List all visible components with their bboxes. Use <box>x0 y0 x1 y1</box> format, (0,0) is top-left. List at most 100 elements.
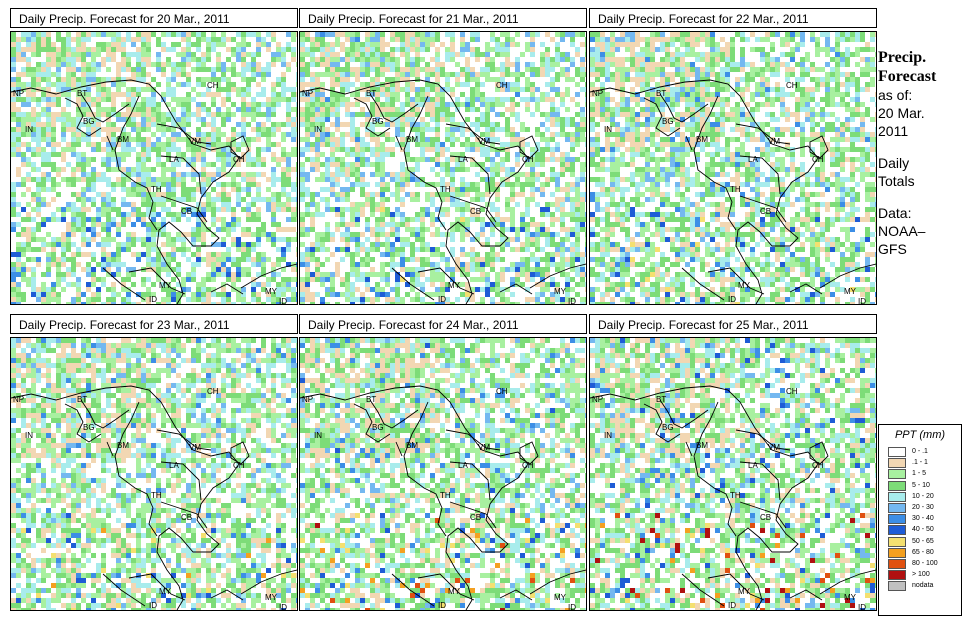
country-label: NP <box>592 395 603 404</box>
country-label: BT <box>366 89 376 98</box>
border-line <box>529 569 586 595</box>
country-label: IN <box>604 125 612 134</box>
country-label: MY <box>738 281 751 290</box>
border-line <box>114 401 158 537</box>
border-line <box>230 135 250 159</box>
panel-title: Daily Precip. Forecast for 21 Mar., 2011 <box>299 8 587 28</box>
precip-map: NP BT BG IN BM CH VM LA TH CB CH MY ID MY ID <box>589 337 877 611</box>
country-label: LA <box>458 155 468 164</box>
country-label: CB <box>470 207 481 216</box>
border-line <box>102 267 146 301</box>
country-label: CH <box>233 461 245 470</box>
country-label: TH <box>440 491 451 500</box>
legend-entry: 65 - 80 <box>879 547 961 559</box>
border-line <box>659 399 709 429</box>
country-label: TH <box>730 185 741 194</box>
country-label: LA <box>458 461 468 470</box>
side-daily-2: Totals <box>878 173 915 189</box>
country-label: VM <box>189 137 201 146</box>
legend-label: 65 - 80 <box>912 548 934 556</box>
country-label: CB <box>760 207 771 216</box>
country-label: VM <box>768 443 780 452</box>
country-label: BG <box>83 423 95 432</box>
panel-4: Daily Precip. Forecast for 23 Mar., 2011… <box>10 314 298 611</box>
border-line <box>11 79 240 304</box>
country-label: MY <box>448 587 461 596</box>
country-label: LA <box>169 461 179 470</box>
border-line <box>739 501 787 529</box>
country-label: BG <box>662 423 674 432</box>
border-line <box>735 123 791 145</box>
legend-label: 20 - 30 <box>912 503 934 511</box>
country-label: ID <box>438 601 446 610</box>
legend-rows: 0 - .1 .1 - 1 1 - 5 5 - 10 10 - 20 20 - 30 30 … <box>879 447 961 592</box>
border-line <box>403 95 447 231</box>
border-line <box>128 267 186 295</box>
border-line <box>369 399 419 429</box>
legend-entry: > 100 <box>879 570 961 581</box>
legend-entry: 40 - 50 <box>879 525 961 536</box>
border-line <box>160 461 202 501</box>
country-label: ID <box>568 603 576 610</box>
border-line <box>353 403 391 443</box>
country-label: BM <box>696 135 708 144</box>
country-label: ID <box>279 297 287 304</box>
legend-swatch <box>888 514 906 525</box>
border-line <box>789 589 823 601</box>
border-line <box>739 155 781 195</box>
border-line <box>230 441 250 465</box>
country-label: TH <box>440 185 451 194</box>
country-label: MY <box>554 287 567 296</box>
precip-grid <box>11 32 297 304</box>
border-line <box>499 283 533 295</box>
border-line <box>80 399 130 429</box>
country-label: ID <box>149 601 157 610</box>
legend-entry: 0 - .1 <box>879 447 961 458</box>
country-label: NP <box>302 395 313 404</box>
country-label: MY <box>738 587 751 596</box>
country-label: CH <box>207 387 219 396</box>
side-date-1: 20 Mar. <box>878 105 925 121</box>
border-line <box>449 195 497 223</box>
country-label: LA <box>169 155 179 164</box>
legend-entry: 80 - 100 <box>879 558 961 570</box>
border-line <box>106 135 114 151</box>
legend-swatch <box>888 469 906 480</box>
border-line <box>353 97 391 137</box>
border-line <box>210 283 244 295</box>
side-daily-1: Daily <box>878 155 910 171</box>
panel-6: Daily Precip. Forecast for 25 Mar., 2011… <box>589 314 877 611</box>
legend-label: nodata <box>912 582 934 590</box>
side-data-1: Data: <box>878 205 912 221</box>
side-title-1: Precip. <box>878 49 927 66</box>
border-line <box>300 79 529 304</box>
border-line <box>156 123 212 145</box>
border-line <box>102 573 146 607</box>
border-line <box>659 93 709 123</box>
border-line <box>64 403 102 443</box>
border-line <box>681 573 725 607</box>
precip-grid <box>300 32 586 304</box>
country-label: BG <box>83 117 95 126</box>
legend-swatch <box>888 581 906 592</box>
border-line <box>643 97 681 137</box>
border-line <box>417 267 475 295</box>
legend-swatch <box>888 458 906 469</box>
precip-map: NP BT BG IN BM CH VM LA TH CB CH MY ID MY ID <box>589 31 877 305</box>
country-label: TH <box>151 491 162 500</box>
legend-label: > 100 <box>912 571 930 579</box>
legend-label: 5 - 10 <box>912 481 930 489</box>
legend-entry: 50 - 65 <box>879 536 961 548</box>
legend-label: 40 - 50 <box>912 526 934 534</box>
border-line <box>300 385 529 610</box>
border-line <box>519 441 539 465</box>
country-label: CH <box>812 461 824 470</box>
precip-grid <box>590 338 876 610</box>
country-label: BT <box>656 395 666 404</box>
legend-entry: 1 - 5 <box>879 469 961 480</box>
border-line <box>128 573 186 601</box>
border-line <box>707 573 765 601</box>
border-line <box>735 429 791 451</box>
legend-swatch <box>888 558 906 569</box>
legend-entry: 5 - 10 <box>879 480 961 492</box>
